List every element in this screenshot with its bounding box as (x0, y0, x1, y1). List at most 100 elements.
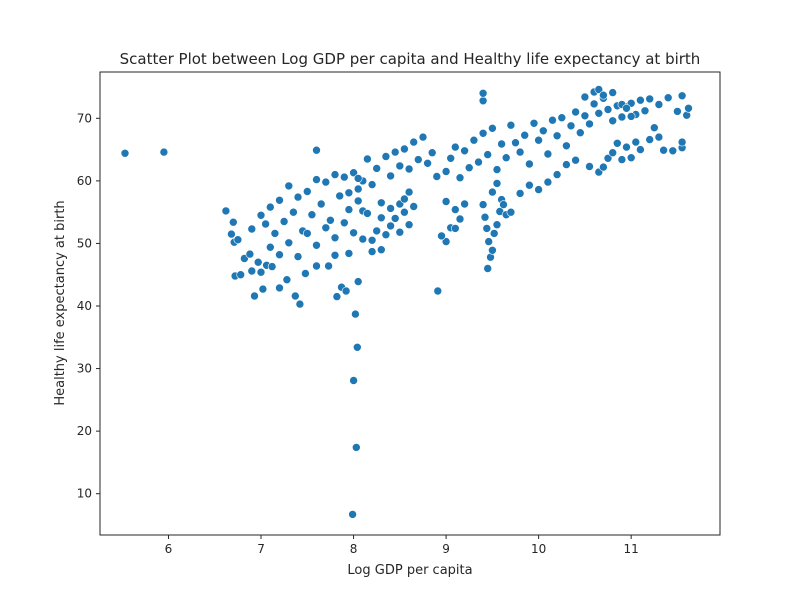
data-point (351, 310, 359, 318)
data-point (461, 200, 469, 208)
data-point (618, 113, 626, 121)
data-point (525, 160, 533, 168)
data-point (352, 443, 360, 451)
data-point (521, 131, 529, 139)
data-point (308, 211, 316, 219)
data-point (294, 193, 302, 201)
x-axis-label: Log GDP per capita (347, 563, 472, 578)
data-point (377, 246, 385, 254)
data-point (609, 149, 617, 157)
data-point (257, 211, 265, 219)
data-point (291, 292, 299, 300)
data-point (465, 164, 473, 172)
data-point (373, 227, 381, 235)
data-point (669, 147, 677, 155)
data-point (262, 220, 270, 228)
data-point (285, 182, 293, 190)
data-point (673, 107, 681, 115)
data-point (470, 136, 478, 144)
data-point (259, 285, 267, 293)
data-point (410, 138, 418, 146)
data-point (342, 287, 350, 295)
data-point (456, 215, 464, 223)
x-tick-label: 8 (350, 542, 358, 556)
data-point (461, 147, 469, 155)
data-point (229, 218, 237, 226)
data-point (331, 171, 339, 179)
data-point (488, 188, 496, 196)
data-point (539, 127, 547, 135)
data-point (451, 224, 459, 232)
data-point (428, 149, 436, 157)
y-tick-label: 50 (77, 236, 92, 250)
data-point (301, 270, 309, 278)
data-point (553, 171, 561, 179)
data-point (333, 293, 341, 301)
data-point (512, 139, 520, 147)
data-point (544, 150, 552, 158)
data-point (475, 158, 483, 166)
data-point (493, 221, 501, 229)
data-point (246, 250, 254, 258)
data-point (331, 234, 339, 242)
data-point (493, 166, 501, 174)
data-point (322, 178, 330, 186)
y-tick-label: 70 (77, 111, 92, 125)
data-point (354, 278, 362, 286)
data-point (483, 224, 491, 232)
data-point (350, 377, 358, 385)
data-point (590, 100, 598, 108)
data-point (447, 154, 455, 162)
data-point (572, 108, 580, 116)
data-point (646, 95, 654, 103)
data-point (354, 174, 362, 182)
data-point (254, 258, 262, 266)
data-point (251, 292, 259, 300)
data-point (382, 231, 390, 239)
data-point (479, 89, 487, 97)
data-point (627, 154, 635, 162)
data-point (405, 221, 413, 229)
data-point (493, 179, 501, 187)
data-point (317, 200, 325, 208)
data-point (599, 163, 607, 171)
data-point (650, 124, 658, 132)
data-point (442, 198, 450, 206)
data-point (391, 214, 399, 222)
data-point (326, 216, 334, 224)
y-tick-label: 40 (77, 299, 92, 313)
data-point (572, 156, 580, 164)
data-point (414, 156, 422, 164)
data-point (507, 121, 515, 129)
data-point (613, 139, 621, 147)
data-point (285, 239, 293, 247)
data-point (456, 174, 464, 182)
data-point (400, 195, 408, 203)
data-point (363, 155, 371, 163)
data-point (410, 203, 418, 211)
x-tick-label: 11 (624, 542, 639, 556)
data-point (400, 145, 408, 153)
data-point (354, 185, 362, 193)
data-point (296, 300, 304, 308)
data-point (678, 92, 686, 100)
data-point (227, 230, 235, 238)
data-point (222, 207, 230, 215)
data-point (405, 165, 413, 173)
data-point (377, 214, 385, 222)
y-tick-label: 60 (77, 174, 92, 188)
data-point (349, 510, 357, 518)
data-point (451, 143, 459, 151)
data-point (276, 284, 284, 292)
data-point (313, 146, 321, 154)
data-point (562, 161, 570, 169)
x-tick-label: 9 (442, 542, 450, 556)
data-point (623, 143, 631, 151)
data-point (623, 104, 631, 112)
data-point (562, 142, 570, 150)
data-point (325, 262, 333, 270)
data-point (535, 186, 543, 194)
data-point (433, 173, 441, 181)
data-point (586, 163, 594, 171)
